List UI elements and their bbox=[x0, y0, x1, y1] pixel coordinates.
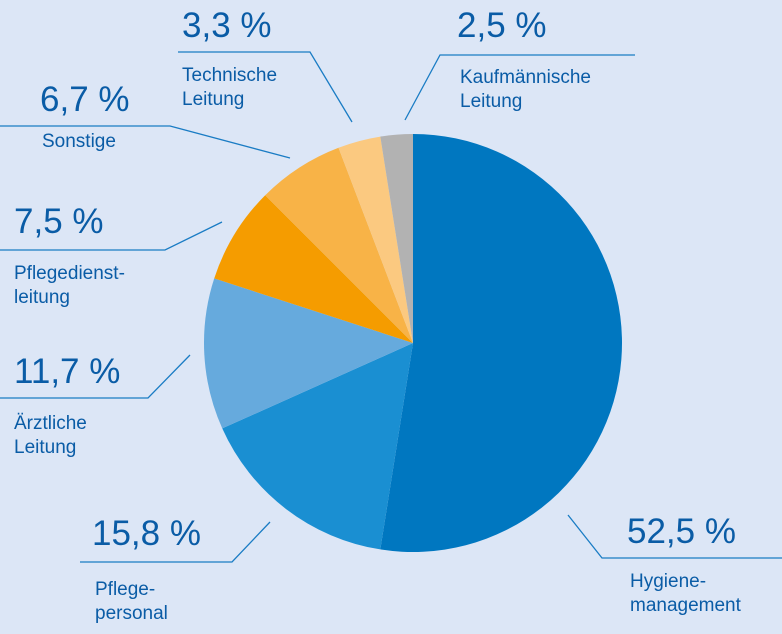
category-label: Sonstige bbox=[42, 131, 116, 152]
category-label: Kaufmännische Leitung bbox=[460, 67, 591, 112]
category-label: Ärztliche Leitung bbox=[14, 413, 87, 458]
value-label: 6,7 % bbox=[40, 80, 130, 119]
value-label: 52,5 % bbox=[627, 512, 736, 551]
leader-line bbox=[404, 54, 635, 121]
value-label: 15,8 % bbox=[92, 514, 201, 553]
leader-line bbox=[0, 221, 223, 251]
value-label: 3,3 % bbox=[182, 6, 272, 45]
pie-slice bbox=[338, 136, 413, 343]
category-label: Technische Leitung bbox=[182, 65, 278, 110]
leader-line bbox=[80, 521, 271, 563]
pie-slice bbox=[380, 134, 623, 552]
value-label: 7,5 % bbox=[14, 202, 104, 241]
pie-slice bbox=[265, 147, 413, 343]
value-label: 2,5 % bbox=[457, 6, 547, 45]
category-label: Pflege- personal bbox=[95, 579, 168, 624]
pie-slice bbox=[222, 343, 413, 550]
pie-slice bbox=[380, 134, 413, 343]
leader-line bbox=[567, 514, 782, 559]
leader-line bbox=[0, 354, 191, 399]
value-label: 11,7 % bbox=[14, 352, 121, 391]
leader-line bbox=[178, 51, 353, 123]
pie-slice bbox=[204, 278, 413, 429]
category-label: Pflegedienst- leitung bbox=[14, 263, 125, 308]
pie-slice bbox=[214, 195, 413, 343]
category-label: Hygiene- management bbox=[630, 571, 741, 616]
leader-line bbox=[0, 125, 291, 159]
